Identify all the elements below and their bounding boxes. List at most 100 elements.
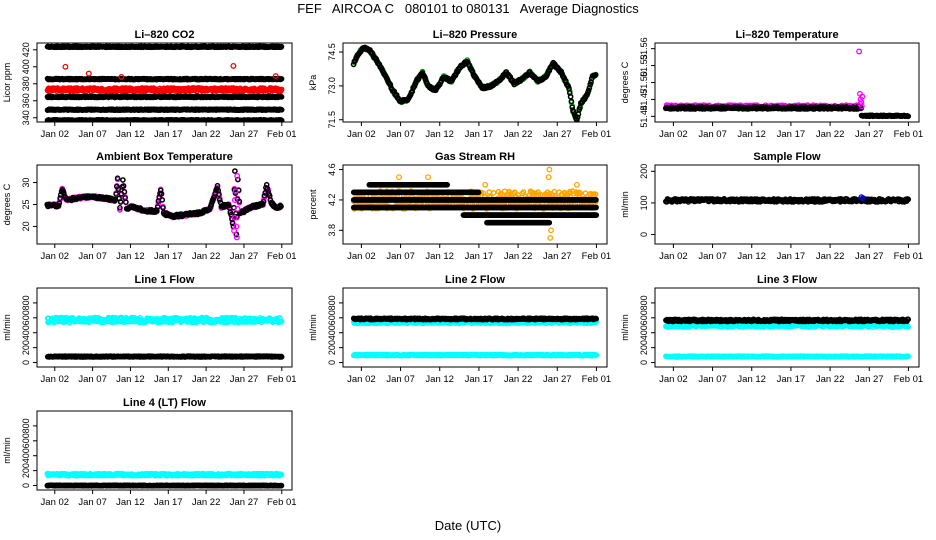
- data-point: [232, 188, 239, 195]
- x-tick-label: Jan 02: [41, 251, 70, 262]
- data-point: [120, 177, 126, 183]
- data-point: [558, 68, 565, 75]
- data-point: [278, 76, 285, 82]
- x-tick-label: Jan 12: [425, 129, 454, 140]
- data-point: [233, 234, 240, 241]
- data-point: [260, 201, 266, 208]
- y-axis-label: degrees C: [2, 183, 12, 225]
- x-tick-label: Jan 07: [386, 129, 415, 140]
- series-reference-tank-1: [44, 106, 285, 113]
- data-point: [123, 199, 129, 205]
- data-layer: [44, 43, 285, 122]
- y-tick-label: 51.56: [639, 37, 649, 60]
- data-point: [113, 191, 119, 197]
- data-point: [232, 168, 238, 174]
- data-point: [575, 111, 582, 117]
- data-point: [216, 191, 222, 197]
- x-tick-label: Jan 17: [465, 129, 494, 140]
- plot-frame: [342, 42, 608, 123]
- data-point: [858, 103, 865, 110]
- data-point: [567, 93, 574, 100]
- data-point: [278, 107, 285, 113]
- y-tick-label: 73.0: [327, 77, 337, 95]
- series-reference-tank-0: [44, 117, 285, 122]
- x-tick-label: Jan 27: [855, 129, 884, 140]
- x-tick-label: Feb 01: [894, 129, 924, 140]
- y-axis-label: percent: [308, 189, 318, 220]
- series-temperature-late: [858, 112, 912, 120]
- y-tick-label: 20: [21, 221, 31, 231]
- x-tick-label: Feb 01: [582, 129, 612, 140]
- series-temperature: [663, 104, 864, 112]
- data-layer: [44, 168, 284, 241]
- data-point: [225, 202, 232, 209]
- y-tick-label: 340: [21, 110, 31, 125]
- chart-title: Li–820 CO2: [135, 29, 195, 41]
- data-point: [159, 197, 165, 203]
- series-sample-air: [44, 85, 285, 95]
- x-tick-label: Jan 17: [154, 129, 183, 140]
- data-point: [568, 98, 575, 105]
- page-title: FEF AIRCOA C 080101 to 080131 Average Di…: [297, 1, 639, 16]
- x-tick-label: Jan 27: [230, 129, 259, 140]
- data-point: [278, 117, 285, 122]
- data-point: [231, 227, 238, 234]
- y-tick-label: 51.47: [639, 88, 649, 111]
- data-point: [278, 203, 284, 210]
- data-point: [278, 43, 285, 50]
- series-box-temperature-spike: [231, 173, 241, 241]
- series-box-temperature: [44, 168, 284, 237]
- x-tick-label: Jan 07: [78, 129, 107, 140]
- data-point: [56, 200, 63, 207]
- chart-title: Li–820 Temperature: [735, 29, 838, 41]
- series-reference-tank-2: [44, 93, 285, 101]
- data-layer: [663, 48, 912, 120]
- series-temperature-spike: [856, 48, 866, 110]
- data-point: [585, 87, 592, 94]
- data-point: [856, 48, 863, 55]
- data-point: [264, 185, 271, 192]
- x-tick-label: Jan 17: [777, 129, 806, 140]
- data-point: [235, 187, 242, 193]
- chart-title: Ambient Box Temperature: [96, 151, 233, 163]
- data-point: [121, 188, 128, 195]
- y-tick-label: 51.44: [639, 105, 649, 128]
- data-point: [574, 114, 581, 120]
- data-point: [158, 191, 165, 197]
- data-point: [278, 86, 285, 93]
- x-tick-label: Jan 17: [154, 251, 183, 262]
- data-point: [234, 173, 241, 179]
- y-tick-label: 74.5: [327, 43, 337, 61]
- data-point: [115, 186, 122, 193]
- data-point: [574, 117, 580, 122]
- x-tick-label: Jan 22: [192, 251, 221, 262]
- data-point: [278, 94, 285, 100]
- data-point: [905, 113, 912, 120]
- x-tick-label: Jan 07: [78, 251, 107, 262]
- x-tick-label: Feb 01: [267, 129, 297, 140]
- data-point: [85, 70, 92, 77]
- y-tick-label: 420: [21, 42, 31, 57]
- y-tick-label: 380: [21, 76, 31, 91]
- series-pressure: [350, 44, 599, 122]
- series-box-temperature-secondary-: [44, 168, 284, 238]
- series-reference-tank-3: [44, 75, 285, 83]
- data-point: [231, 197, 238, 204]
- data-point: [160, 204, 166, 211]
- data-point: [154, 204, 161, 210]
- y-tick-label: 51.50: [639, 71, 649, 94]
- data-point: [118, 74, 125, 80]
- data-layer: [350, 166, 600, 241]
- x-tick-label: Feb 01: [267, 251, 297, 262]
- x-tick-label: Jan 12: [116, 251, 145, 262]
- x-tick-label: Jan 12: [116, 129, 145, 140]
- x-tick-label: Jan 02: [659, 129, 688, 140]
- x-tick-label: Jan 07: [698, 129, 727, 140]
- data-point: [114, 175, 121, 181]
- y-tick-label: 30: [21, 178, 31, 188]
- y-tick-label: 400: [21, 59, 31, 74]
